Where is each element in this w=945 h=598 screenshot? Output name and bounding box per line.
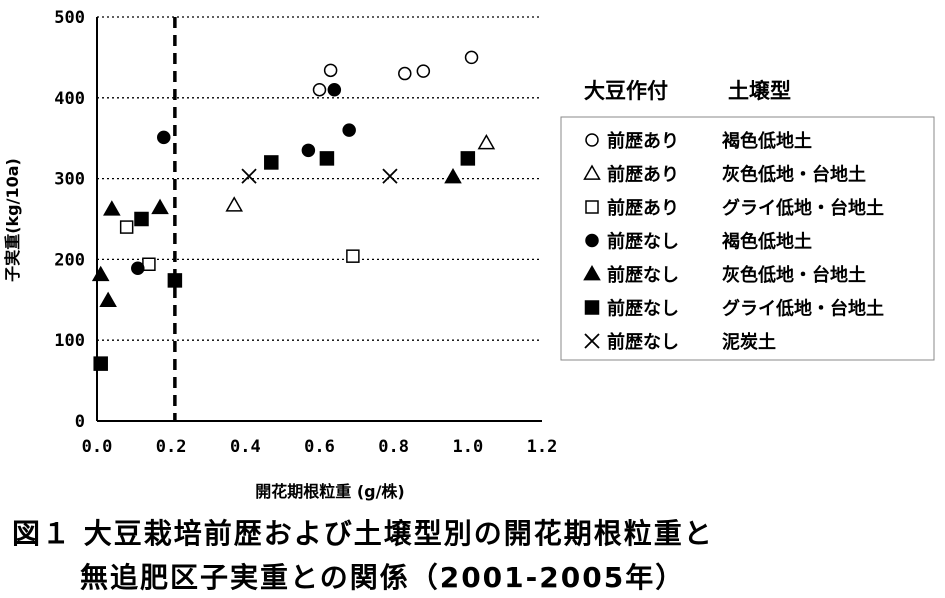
x-tick-label: 0.0 (82, 437, 113, 457)
legend-label-history: 前歴あり (607, 164, 679, 186)
data-point-s5-p5 (460, 151, 476, 166)
data-point-s0-p0 (312, 82, 327, 97)
data-point-s3-p4 (342, 123, 356, 137)
y-tick-label: 300 (54, 170, 85, 190)
y-tick-label: 200 (54, 250, 85, 270)
legend-label-history: 前歴なし (607, 264, 679, 286)
x-tick-label: 0.2 (156, 437, 187, 457)
data-point-s1-p1 (477, 134, 496, 150)
data-point-s2-p1 (142, 257, 156, 271)
data-point-s6-p1 (382, 168, 398, 184)
legend-label-soil: 泥炭土 (722, 331, 776, 353)
data-point-s2-p0 (119, 220, 134, 234)
legend-label-soil: 灰色低地・台地土 (722, 164, 866, 186)
legend-label-soil: グライ低地・台地土 (722, 298, 884, 320)
data-point-s4-p2 (103, 200, 121, 216)
legend-marker-0 (585, 133, 599, 147)
legend-label-soil: 褐色低地土 (721, 231, 812, 253)
legend-marker-5 (584, 300, 600, 315)
data-point-s1-p0 (225, 196, 244, 212)
x-tick-label: 0.6 (304, 437, 335, 457)
data-point-s3-p0 (157, 130, 171, 145)
legend-header-soil: 土壌型 (728, 79, 791, 103)
y-tick-label: 0 (75, 412, 85, 432)
legend-label-history: 前歴なし (607, 298, 679, 320)
data-point-s4-p4 (444, 167, 462, 184)
y-tick-label: 400 (54, 89, 85, 109)
x-tick-label: 0.8 (378, 437, 409, 457)
x-tick-label: 0.4 (230, 437, 261, 457)
data-point-s0-p1 (323, 63, 338, 78)
data-points (91, 50, 496, 371)
y-axis-title: 子実重(kg/10a) (3, 158, 22, 282)
data-point-s2-p2 (346, 249, 360, 263)
legend-marker-4 (583, 264, 601, 281)
data-point-s5-p4 (319, 151, 335, 166)
legend-label-history: 前歴なし (607, 231, 679, 253)
tick-labels: 0 100 200 300 400 500 0.0 0.2 0.4 0.6 0.8 1.0 1.2 (54, 8, 557, 457)
figure-caption-line-2: 無追肥区子実重との関係（2001-2005年） (80, 561, 686, 594)
x-tick-label: 1.0 (452, 437, 483, 457)
data-point-s5-p2 (167, 273, 183, 288)
data-point-s4-p0 (91, 265, 110, 282)
y-tick-label: 500 (54, 8, 85, 28)
legend-label-soil: グライ低地・台地土 (722, 197, 884, 219)
data-point-s3-p2 (301, 143, 316, 158)
legend-header-crop: 大豆作付 (584, 79, 668, 103)
legend-label-history: 前歴あり (607, 130, 679, 152)
scatter-chart: 0 100 200 300 400 500 0.0 0.2 0.4 0.6 0.8 1.0 1.2 開花… (3, 8, 935, 501)
x-tick-label: 1.2 (527, 437, 558, 457)
data-point-s0-p4 (464, 50, 479, 65)
axes (96, 17, 542, 422)
legend-marker-6 (584, 333, 600, 349)
data-point-s5-p0 (93, 356, 108, 371)
data-point-s4-p1 (99, 291, 117, 307)
y-tick-label: 100 (54, 331, 85, 351)
x-axis-title: 開花期根粒重 (g/株) (255, 482, 405, 501)
data-point-s0-p2 (398, 66, 412, 81)
legend-label-soil: 褐色低地土 (721, 130, 812, 152)
legend-marker-3 (585, 233, 599, 248)
data-point-s5-p1 (134, 211, 149, 227)
legend-label-history: 前歴なし (607, 331, 679, 353)
figure-caption-line-1: 図１ 大豆栽培前歴および土壌型別の開花期根粒重と (12, 517, 714, 550)
legend-label-soil: 灰色低地・台地土 (722, 264, 866, 286)
legend-label-history: 前歴あり (607, 197, 679, 219)
grid-lines (97, 16, 542, 341)
data-point-s5-p3 (264, 155, 279, 170)
legend-marker-1 (583, 164, 601, 180)
data-point-s6-p0 (241, 168, 257, 184)
data-point-s0-p3 (416, 64, 431, 78)
data-point-s4-p3 (151, 198, 169, 215)
data-point-s3-p3 (327, 82, 342, 97)
legend-marker-2 (585, 200, 599, 214)
legend-box (560, 116, 935, 361)
data-point-s3-p1 (131, 261, 145, 276)
